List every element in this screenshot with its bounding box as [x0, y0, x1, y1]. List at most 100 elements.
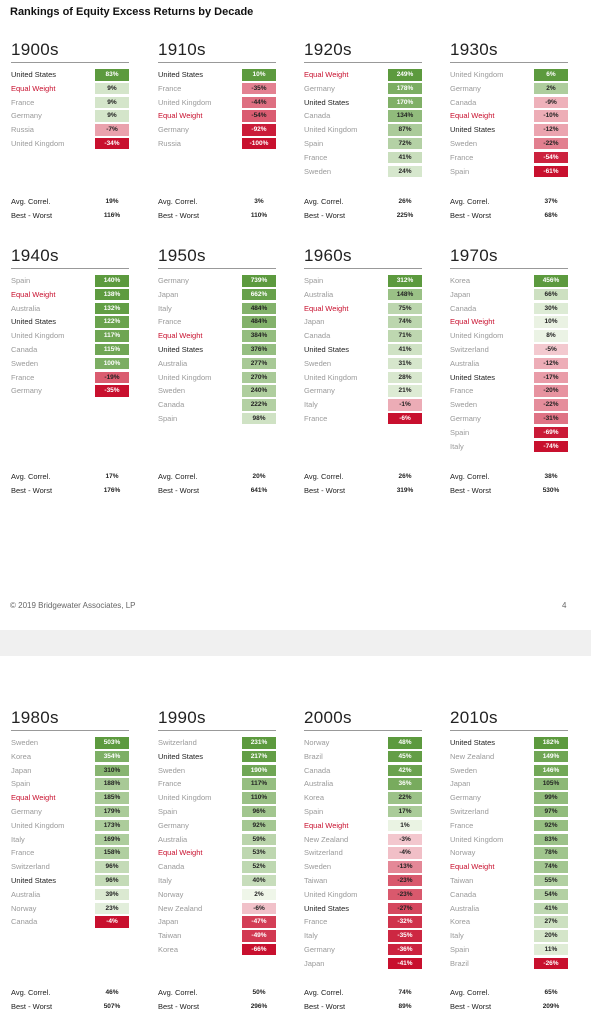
ranking-row: Switzerland -4% — [304, 846, 430, 860]
decade-heading: 1970s — [450, 246, 498, 265]
country-name: Germany — [304, 83, 335, 93]
ranking-row: United States 41% — [304, 343, 430, 357]
country-name: Taiwan — [304, 875, 328, 885]
return-value-cell: 87% — [388, 124, 422, 136]
stat-label: Avg. Correl. — [304, 988, 344, 997]
return-value-cell: 110% — [242, 792, 276, 804]
return-value-cell: 312% — [388, 275, 422, 287]
ranking-row: Australia 148% — [304, 288, 430, 302]
stat-label: Best - Worst — [450, 1002, 492, 1011]
country-name: New Zealand — [450, 751, 495, 761]
country-name: Australia — [450, 358, 480, 368]
return-value-cell: 100% — [95, 357, 129, 370]
stat-value: 50% — [252, 989, 266, 996]
decade-heading: 2000s — [304, 708, 352, 727]
return-value-cell: 9% — [95, 82, 129, 95]
ranking-row: Taiwan -49% — [158, 929, 284, 943]
stat-value: 176% — [103, 487, 121, 494]
country-name: Japan — [158, 917, 179, 927]
return-value-cell: 99% — [534, 792, 568, 804]
ranking-row: Japan 74% — [304, 315, 430, 329]
ranking-row: Australia 41% — [450, 902, 576, 916]
return-value-cell: -47% — [242, 916, 276, 928]
country-name: Sweden — [11, 738, 39, 747]
country-name: Italy — [158, 303, 172, 313]
ranking-row: Australia 277% — [158, 357, 284, 371]
return-value-cell: -4% — [95, 916, 129, 928]
ranking-row: Spain 140% — [11, 274, 137, 288]
ranking-row: Germany -35% — [11, 384, 137, 398]
ranking-row: Spain 11% — [450, 943, 576, 957]
ranking-row: Japan 66% — [450, 288, 576, 302]
country-name: Spain — [158, 413, 178, 423]
return-value-cell: -4% — [388, 847, 422, 859]
decade-stats: Avg. Correl. 26% Best - Worst 225% — [304, 195, 430, 223]
ranking-row: Canada -4% — [11, 915, 137, 929]
ranking-row: Spain 312% — [304, 274, 430, 288]
heading-rule — [11, 268, 129, 269]
ranking-row: United Kingdom 28% — [304, 371, 430, 385]
return-value-cell: -27% — [388, 902, 422, 915]
decade-heading: 1940s — [11, 246, 59, 265]
return-value-cell: 310% — [95, 764, 129, 777]
decade-panel-2010s: 2010s United States 182% New Zealand 149% Swe… — [450, 708, 576, 1011]
country-name: Sweden — [304, 166, 332, 176]
return-value-cell: 10% — [534, 316, 568, 328]
decade-panel-1980s: 1980s Sweden 503% Korea 354% Japan 310% Spain 18… — [11, 708, 137, 1011]
stat-label: Avg. Correl. — [11, 472, 51, 481]
country-name: Canada — [304, 331, 331, 341]
country-name: Sweden — [158, 386, 186, 396]
country-name: Korea — [450, 276, 471, 285]
return-value-cell: 149% — [534, 750, 568, 763]
country-name: Equal Weight — [158, 111, 203, 121]
ranking-row: Equal Weight 185% — [11, 791, 137, 805]
best-worst-row: Best - Worst 319% — [304, 484, 430, 498]
country-name: Australia — [304, 779, 334, 789]
ranking-row: Italy -1% — [304, 398, 430, 412]
ranking-row: Sweden 190% — [158, 764, 284, 778]
ranking-row: Korea 456% — [450, 274, 576, 288]
avg-correl-row: Avg. Correl. 38% — [450, 470, 576, 484]
ranking-row: United States 10% — [158, 68, 284, 82]
stat-label: Best - Worst — [11, 1002, 53, 1011]
country-name: Brazil — [450, 958, 469, 968]
country-name: France — [158, 317, 182, 327]
country-name: Equal Weight — [304, 820, 349, 830]
return-value-cell: 96% — [95, 874, 129, 887]
decade-panel-1930s: 1930s United Kingdom 6% Germany 2% Canada -9% E… — [450, 40, 576, 220]
ranking-row: Switzerland 97% — [450, 805, 576, 819]
stat-value: 19% — [105, 198, 119, 205]
return-value-cell: 115% — [95, 343, 129, 356]
ranking-row: Norway 23% — [11, 902, 137, 916]
return-value-cell: 662% — [242, 288, 276, 301]
country-name: Germany — [158, 125, 189, 135]
return-value-cell: 122% — [95, 316, 129, 328]
return-value-cell: 30% — [534, 302, 568, 315]
ranking-row: Equal Weight 384% — [158, 329, 284, 343]
country-name: Australia — [158, 358, 188, 368]
ranking-row: Sweden 31% — [304, 357, 430, 371]
best-worst-row: Best - Worst 530% — [450, 484, 576, 498]
decade-stats: Avg. Correl. 65% Best - Worst 209% — [450, 986, 576, 1014]
country-name: Korea — [11, 751, 32, 761]
return-value-cell: 170% — [388, 96, 422, 109]
ranking-row: Japan -47% — [158, 915, 284, 929]
ranking-row: France 41% — [304, 151, 430, 165]
return-value-cell: 376% — [242, 343, 276, 356]
decade-panel-1990s: 1990s Switzerland 231% United States 217% Swe… — [158, 708, 284, 1011]
page-title: Rankings of Equity Excess Returns by Dec… — [10, 6, 254, 18]
ranking-row: Russia -100% — [158, 137, 284, 151]
best-worst-row: Best - Worst 641% — [158, 484, 284, 498]
country-name: United Kingdom — [304, 889, 358, 899]
country-name: Spain — [304, 276, 324, 285]
country-name: Germany — [158, 276, 189, 285]
ranking-row: United Kingdom 83% — [450, 833, 576, 847]
country-name: Norway — [11, 903, 37, 913]
country-name: Australia — [11, 303, 41, 313]
avg-correl-row: Avg. Correl. 20% — [158, 470, 284, 484]
return-value-cell: -19% — [95, 371, 129, 384]
ranking-row: Sweden -22% — [450, 398, 576, 412]
heading-rule — [304, 268, 422, 269]
stat-value: 296% — [250, 1003, 268, 1010]
ranking-row: Korea 354% — [11, 750, 137, 764]
